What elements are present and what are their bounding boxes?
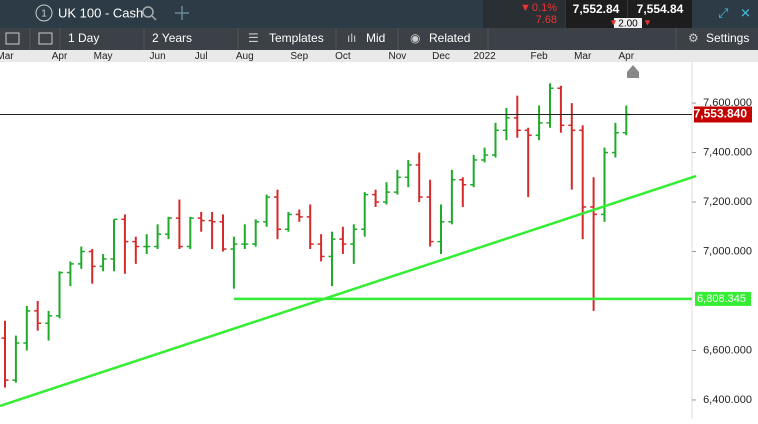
y-tick-label: 6,600.000 — [703, 344, 752, 356]
x-tick-label: Aug — [236, 51, 254, 62]
related-icon: ◉ — [410, 31, 420, 45]
related[interactable]: Related — [429, 31, 470, 45]
spread-box — [614, 18, 642, 29]
settings-icon: ⚙ — [688, 31, 699, 45]
y-tick-label: 7,200.000 — [703, 196, 752, 208]
sell-price: 7,552.84 — [573, 2, 620, 16]
x-tick-label: May — [94, 51, 113, 62]
spread-arrow: ▼ — [609, 17, 618, 27]
y-tick-label: 6,400.000 — [703, 394, 752, 406]
spread-arrow: ▼ — [643, 17, 652, 27]
x-tick-label: Apr — [619, 51, 635, 62]
x-tick-label: Mar — [574, 51, 592, 62]
menu-icon[interactable] — [5, 32, 20, 45]
y-tick-label: 7,400.000 — [703, 146, 752, 158]
change-arrow: ▼ — [520, 2, 531, 14]
x-tick-label: Mar — [0, 51, 14, 62]
toolbar — [0, 28, 758, 50]
x-tick-label: Feb — [530, 51, 548, 62]
y-tick-label: 7,000.000 — [703, 245, 752, 257]
support-tag — [695, 291, 751, 306]
price-type-icon: ılı — [347, 31, 356, 45]
y-tick-label: 7,600.000 — [703, 97, 752, 109]
buy-price: 7,554.84 — [637, 2, 684, 16]
price-type[interactable]: Mid — [366, 31, 385, 45]
x-tick-label: 2022 — [473, 51, 496, 62]
settings[interactable]: Settings — [706, 31, 749, 45]
close-icon[interactable]: ✕ — [740, 5, 751, 20]
spread: 2.00 — [618, 19, 638, 30]
toolbar-dividers — [29, 28, 677, 50]
change-box — [483, 0, 565, 28]
change: 7.68 — [536, 14, 557, 26]
scroll-marker[interactable] — [627, 65, 639, 78]
trendline — [0, 174, 697, 408]
x-tick-label: Nov — [389, 51, 407, 62]
search-icon — [151, 15, 157, 21]
current-price-label: 7,553.840 — [694, 107, 748, 121]
x-tick-label: Jul — [195, 51, 208, 62]
interval[interactable]: 1 Day — [68, 31, 99, 45]
layout-icon[interactable] — [38, 32, 53, 45]
templates[interactable]: Templates — [269, 31, 324, 45]
expand-icon[interactable]: ⤢ — [718, 5, 728, 20]
current-price-tag — [694, 106, 752, 123]
time-axis — [0, 50, 758, 62]
tab-number-circle — [35, 4, 53, 22]
templates-icon: ☰ — [248, 31, 259, 45]
support-label: 6,808.345 — [697, 293, 746, 305]
range[interactable]: 2 Years — [152, 31, 192, 45]
x-tick-label: Jun — [150, 51, 166, 62]
x-tick-label: Dec — [432, 51, 450, 62]
change-pct: 0.1% — [532, 2, 557, 14]
x-tick-label: Oct — [335, 51, 351, 62]
x-tick-label: Apr — [52, 51, 68, 62]
search-icon[interactable] — [142, 6, 154, 18]
instrument[interactable]: UK 100 - Cash — [58, 5, 143, 20]
x-tick-label: Sep — [290, 51, 308, 62]
tab-number: 1 — [41, 9, 47, 20]
